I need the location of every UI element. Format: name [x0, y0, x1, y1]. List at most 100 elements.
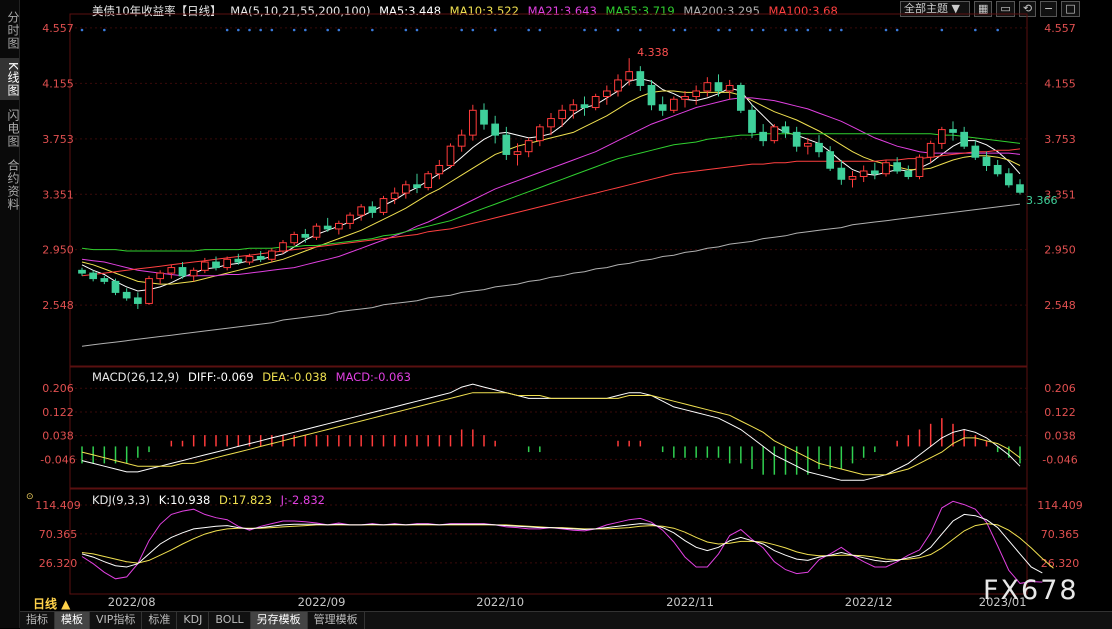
candle-body — [893, 162, 902, 172]
theme-dropdown[interactable]: 全部主题 ▼ — [900, 1, 970, 17]
macd-dea-line — [81, 392, 1021, 476]
period-selector[interactable]: 日线 ▲ — [33, 597, 71, 611]
candle-body — [882, 162, 890, 175]
refresh-icon[interactable]: ⟲ — [1018, 1, 1037, 17]
candle-body — [468, 109, 477, 136]
macd-tick-left: -0.046 — [40, 453, 75, 466]
candle-body — [993, 164, 1002, 175]
price-tick-left: 3.351 — [42, 188, 74, 201]
candle-body — [803, 142, 812, 147]
signal-dot — [683, 28, 687, 32]
candle-body — [870, 170, 879, 175]
tab-standard[interactable]: 标准 — [142, 612, 178, 629]
signal-dot — [583, 28, 586, 32]
candle-body — [133, 297, 142, 304]
tab-manage-template[interactable]: 管理模板 — [308, 612, 365, 629]
sidebar-item-flash[interactable]: 闪电图 — [6, 108, 20, 148]
candle-body — [457, 134, 466, 147]
candle-body — [636, 71, 645, 86]
signal-dot — [225, 28, 229, 32]
tab-template[interactable]: 模板 — [55, 612, 90, 629]
candle-body — [234, 258, 243, 263]
ma-line-ma5 — [81, 78, 1021, 292]
ma-line-ma10 — [81, 90, 1021, 285]
sidebar: 分时图 K线图 闪电图 合约资料 — [0, 0, 20, 628]
macd-tick-right: 0.122 — [1044, 406, 1076, 419]
watermark-logo: FX678 — [983, 575, 1079, 606]
macd-dea: DEA:-0.038 — [262, 370, 327, 384]
candle-body — [256, 256, 265, 260]
candle-body — [602, 90, 611, 97]
kdj-tick-right: 70.365 — [1041, 528, 1080, 541]
candle-body — [301, 233, 310, 238]
signal-dot — [784, 28, 787, 32]
grid-icon[interactable]: ▦ — [974, 1, 993, 17]
date-label: 2022/12 — [845, 595, 893, 609]
tab-boll[interactable]: BOLL — [209, 612, 251, 629]
candle-body — [815, 142, 823, 153]
tab-kdj[interactable]: KDJ — [177, 612, 210, 629]
date-label: 2022/11 — [666, 595, 714, 609]
ma-line-ma21 — [81, 97, 1021, 277]
ma-line-ma200 — [81, 203, 1021, 347]
signal-dot — [493, 28, 497, 32]
toolbar: 全部主题 ▼ ▦ ▭ ⟲ − □ — [900, 1, 1080, 17]
signal-dot — [795, 28, 798, 32]
price-tick-right: 2.950 — [1044, 244, 1076, 257]
candle-body — [826, 151, 835, 169]
settings-icon[interactable]: ⊙ — [26, 492, 34, 502]
signal-dot — [337, 28, 341, 32]
signal-dot — [828, 28, 832, 32]
kdj-k: K:10.938 — [158, 493, 211, 507]
theme-label: 全部主题 — [904, 2, 948, 15]
signal-dot — [237, 28, 240, 32]
candle-body — [323, 225, 332, 230]
sidebar-item-contract-info[interactable]: 合约资料 — [6, 159, 20, 211]
candle-body — [658, 104, 667, 111]
macd-diff: DIFF:-0.069 — [188, 370, 254, 384]
price-tick-right: 3.753 — [1044, 133, 1076, 146]
date-label: 2023/01 — [979, 595, 1027, 609]
candle-body — [390, 192, 399, 200]
signal-dot — [974, 28, 977, 32]
signal-dot — [940, 28, 944, 32]
signal-dot — [270, 28, 274, 32]
macd-tick-left: 0.038 — [42, 430, 74, 443]
candle-body — [435, 164, 444, 175]
price-tick-left: 4.557 — [42, 22, 74, 35]
tab-save-template[interactable]: 另存模板 — [250, 612, 308, 629]
last-annotation: 3.366 — [1026, 194, 1058, 207]
signal-dot — [527, 28, 530, 32]
sidebar-item-kline[interactable]: K线图 — [0, 58, 20, 100]
candle-body — [669, 98, 678, 111]
candle-body — [569, 104, 578, 111]
sidebar-item-timeshare[interactable]: 分时图 — [6, 10, 20, 50]
minus-icon[interactable]: − — [1040, 1, 1058, 17]
date-label: 2022/09 — [298, 595, 346, 609]
ma-line-ma55 — [81, 133, 1021, 252]
candle-body — [122, 291, 131, 299]
fullscreen-icon[interactable]: □ — [1061, 1, 1080, 17]
tab-indicator[interactable]: 指标 — [20, 612, 55, 629]
kdj-tick-right: 26.320 — [1041, 557, 1080, 570]
signal-dot — [728, 28, 731, 32]
bottom-tabs: 指标 模板 VIP指标 标准 KDJ BOLL 另存模板 管理模板 — [20, 611, 1112, 629]
macd-tick-right: -0.046 — [1042, 453, 1077, 466]
date-label: 2022/10 — [476, 595, 524, 609]
candle-body — [290, 233, 299, 244]
candle-body — [279, 242, 287, 252]
macd-panel-frame — [69, 366, 1028, 489]
kline-chart[interactable]: 4.557 4.557 4.155 4.155 3.753 3.753 3.351 3.351… — [20, 0, 1112, 610]
candle-body — [346, 214, 354, 224]
tab-vip-indicator[interactable]: VIP指标 — [90, 612, 143, 629]
main-panel-frame — [69, 13, 1028, 367]
candle-body — [267, 250, 276, 260]
window-icon[interactable]: ▭ — [996, 1, 1015, 17]
signal-dot — [761, 28, 765, 32]
date-label: 2022/08 — [108, 595, 156, 609]
signal-dot — [996, 28, 999, 32]
signal-dot — [471, 28, 475, 32]
kdj-title: KDJ(9,3,3) — [92, 493, 151, 507]
kdj-tick-left: 26.320 — [39, 557, 78, 570]
candle-body — [692, 90, 701, 97]
